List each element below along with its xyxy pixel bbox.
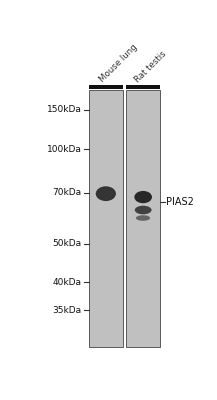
Bar	[125, 90, 160, 347]
Ellipse shape	[134, 191, 152, 203]
Text: 35kDa: 35kDa	[53, 306, 82, 315]
Text: 70kDa: 70kDa	[53, 188, 82, 197]
Ellipse shape	[135, 206, 151, 214]
Bar	[125, 85, 160, 89]
Ellipse shape	[136, 215, 150, 221]
Text: PIAS2: PIAS2	[166, 197, 194, 207]
Text: 50kDa: 50kDa	[53, 239, 82, 248]
Text: 100kDa: 100kDa	[47, 144, 82, 154]
Ellipse shape	[96, 186, 116, 201]
Bar	[89, 85, 123, 89]
Text: 40kDa: 40kDa	[53, 278, 82, 286]
Text: Rat testis: Rat testis	[133, 49, 168, 84]
Text: Mouse lung: Mouse lung	[97, 43, 139, 84]
Bar	[89, 90, 123, 347]
Text: 150kDa: 150kDa	[47, 105, 82, 114]
